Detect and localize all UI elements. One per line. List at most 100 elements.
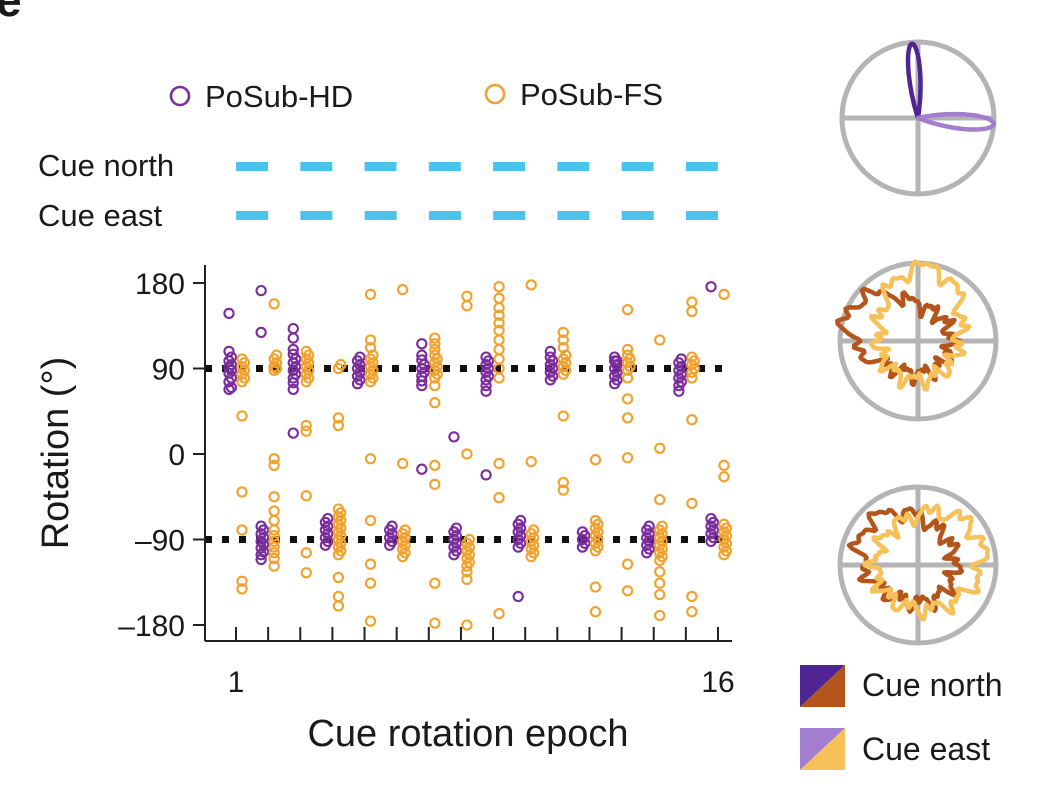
data-point	[287, 383, 299, 396]
polar-ring	[839, 39, 997, 197]
data-point	[493, 607, 505, 620]
data-point	[429, 332, 441, 344]
data-point	[268, 530, 280, 542]
data-point	[480, 469, 492, 481]
data-point	[223, 345, 235, 358]
y-tick-label: 180	[135, 268, 185, 301]
data-point	[236, 486, 248, 498]
data-point	[332, 600, 345, 612]
data-point	[364, 341, 377, 354]
data-point	[621, 343, 634, 356]
polar-curve-cue-east	[915, 111, 997, 132]
data-point	[527, 524, 540, 536]
data-point	[654, 588, 666, 601]
polar-ring	[837, 484, 999, 646]
scatter-chart: 180 90 0 –90 –180 1 16 Rotation (°) Cue rotati…	[35, 265, 735, 755]
data-point	[686, 296, 698, 308]
cue-east-dash	[236, 211, 269, 220]
data-point	[493, 281, 505, 293]
polar-curve-cue-east	[862, 503, 990, 622]
legend-fs-marker	[484, 83, 506, 105]
data-point	[364, 558, 377, 570]
reference-lines	[205, 365, 726, 543]
data-point	[576, 526, 589, 538]
data-point	[493, 317, 505, 329]
data-point	[493, 353, 505, 365]
data-point	[416, 349, 428, 361]
data-point	[332, 590, 345, 603]
data-point	[257, 538, 270, 550]
cue-north-dash	[557, 162, 590, 171]
data-point	[268, 298, 280, 310]
data-point	[654, 493, 666, 506]
cue-north-dash	[364, 162, 397, 171]
data-point	[643, 520, 655, 532]
data-point	[364, 288, 377, 301]
data-point	[493, 309, 505, 321]
data-point	[416, 354, 428, 366]
cue-east-swatch	[800, 728, 845, 770]
cue-north-dash	[428, 162, 461, 171]
data-point	[255, 284, 267, 297]
data-point	[544, 351, 556, 363]
data-point	[557, 334, 569, 346]
data-point	[287, 332, 299, 344]
data-point	[364, 334, 377, 346]
legend-hd-marker	[169, 85, 191, 107]
polar-curve-cue-north	[905, 41, 923, 121]
data-point	[493, 324, 505, 337]
data-point	[621, 349, 634, 361]
data-point	[386, 520, 398, 532]
data-point	[654, 566, 666, 578]
cue-north-dashes	[236, 162, 718, 171]
data-point	[718, 518, 730, 530]
data-point	[429, 379, 441, 392]
data-point	[493, 343, 505, 356]
cue-north-label: Cue north	[38, 148, 174, 183]
polar-plot-fs-east	[837, 484, 999, 646]
data-point	[544, 345, 556, 358]
data-point	[300, 567, 312, 579]
data-point	[255, 326, 267, 339]
data-point	[332, 503, 345, 515]
data-point	[686, 414, 698, 426]
data-point	[429, 478, 441, 491]
data-point	[429, 577, 441, 589]
data-point	[287, 322, 299, 335]
data-point	[300, 490, 312, 502]
legend-fs-label: PoSub-FS	[520, 77, 663, 112]
data-point	[300, 547, 312, 559]
y-tick-label: 90	[152, 354, 185, 387]
data-point	[223, 361, 235, 374]
data-point	[255, 549, 267, 561]
data-point	[300, 425, 312, 437]
data-point	[236, 583, 248, 595]
data-point	[480, 351, 492, 363]
cue-north-dash	[493, 162, 526, 171]
condition-key: Cue north Cue east	[800, 665, 1003, 770]
panel-letter: e	[0, 0, 22, 26]
y-tick-label: 0	[168, 439, 185, 472]
key-cue-east-label: Cue east	[862, 731, 990, 767]
data-point	[654, 577, 666, 589]
data-point	[463, 533, 475, 546]
data-point	[589, 581, 602, 593]
data-point	[512, 590, 524, 603]
data-point	[364, 514, 377, 527]
data-point	[493, 492, 505, 504]
x-axis-label: Cue rotation epoch	[307, 713, 628, 755]
data-point	[354, 351, 366, 363]
data-point	[654, 609, 666, 622]
data-point	[493, 292, 505, 304]
data-point	[557, 341, 569, 354]
legend-hd-label: PoSub-HD	[205, 79, 353, 114]
data-point	[268, 453, 280, 465]
data-point	[461, 448, 473, 460]
cue-east-dash	[493, 211, 526, 220]
data-point	[268, 524, 280, 536]
data-point	[448, 431, 460, 443]
data-point	[429, 459, 441, 472]
data-point	[493, 334, 505, 346]
y-axis-label: Rotation (°)	[35, 357, 77, 550]
